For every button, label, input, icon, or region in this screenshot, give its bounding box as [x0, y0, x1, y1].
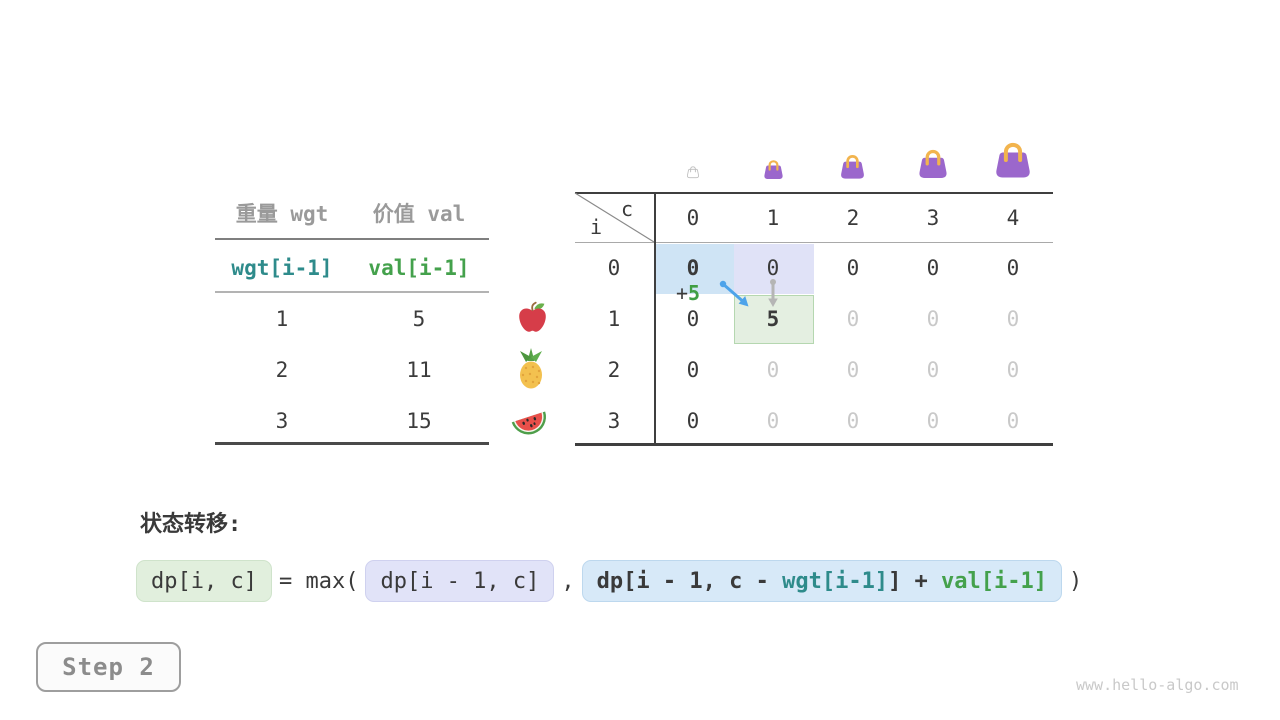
- handbag-icon: [996, 142, 1030, 178]
- items-col-value-header: 价值 val: [372, 202, 466, 226]
- dp-table-top-rule: [575, 192, 1053, 194]
- dp-col-header-2: 2: [846, 206, 860, 230]
- dp-col-header-1: 1: [766, 206, 780, 230]
- formula-option2-mid: ] +: [888, 568, 942, 594]
- dp-row-header-0: 0: [607, 256, 621, 280]
- add-value-annotation: +5: [676, 281, 700, 305]
- item-3-value: 15: [406, 409, 432, 433]
- items-table-header-rule: [215, 238, 489, 240]
- dp-col-header-3: 3: [926, 206, 940, 230]
- apple-icon: [519, 301, 546, 332]
- dp-cell-r3-c1: 0: [766, 409, 780, 433]
- formula-operator: = max(: [278, 568, 359, 594]
- dp-corner-col-label: c: [620, 197, 634, 221]
- plus-sign: +: [676, 281, 689, 305]
- state-transition-label: 状态转移:: [140, 512, 242, 537]
- item-2-weight: 2: [275, 358, 289, 382]
- formula-separator: ,: [561, 568, 575, 594]
- formula-option2-value: val[i-1]: [941, 568, 1048, 594]
- take-arrow-icon: [719, 280, 749, 307]
- dp-cell-r0-c0: 0: [686, 256, 700, 280]
- dp-table-header-rule: [575, 242, 1053, 243]
- formula-option1-box: dp[i - 1, c]: [365, 560, 555, 602]
- item-3-weight: 3: [275, 409, 289, 433]
- dp-cell-r3-c4: 0: [1006, 409, 1020, 433]
- dp-cell-r2-c2: 0: [846, 358, 860, 382]
- dp-row-header-3: 3: [607, 409, 621, 433]
- dp-cell-r2-c1: 0: [766, 358, 780, 382]
- transition-arrows: [719, 279, 778, 307]
- dp-cell-r2-c3: 0: [926, 358, 940, 382]
- dp-col-header-0: 0: [686, 206, 700, 230]
- formula-option2-box: dp[i - 1, c - wgt[i-1]] + val[i-1]: [581, 560, 1063, 602]
- dp-cell-r0-c1: 0: [766, 256, 780, 280]
- dp-cell-r3-c3: 0: [926, 409, 940, 433]
- dp-cell-r3-c2: 0: [846, 409, 860, 433]
- dp-row-header-1: 1: [607, 307, 621, 331]
- dp-row-header-2: 2: [607, 358, 621, 382]
- formula-close-paren: ): [1069, 568, 1083, 594]
- items-col-weight-header: 重量 wgt: [235, 202, 329, 226]
- handbag-icon: [841, 155, 864, 179]
- dp-cell-r1-c1: 5: [766, 307, 780, 331]
- formula-option2-prefix: dp[i - 1, c -: [596, 568, 783, 594]
- dp-cell-r1-c2: 0: [846, 307, 860, 331]
- dp-cell-r1-c3: 0: [926, 307, 940, 331]
- item-2-value: 11: [406, 358, 432, 382]
- items-table-bottom-rule: [215, 442, 489, 445]
- dp-cell-r2-c0: 0: [686, 358, 700, 382]
- dp-cell-r3-c0: 0: [686, 409, 700, 433]
- items-index-value: val[i-1]: [368, 256, 470, 280]
- dp-corner-row-label: i: [589, 215, 603, 239]
- skip-arrow-icon: [768, 279, 778, 307]
- handbag-icon: [919, 149, 947, 178]
- dp-table-bottom-rule: [575, 443, 1053, 446]
- dp-cell-r2-c4: 0: [1006, 358, 1020, 382]
- empty-bag-icon: [686, 166, 700, 179]
- state-transition-formula: dp[i, c] = max( dp[i - 1, c] , dp[i - 1,…: [136, 559, 1089, 603]
- item-1-weight: 1: [275, 307, 289, 331]
- added-value: 5: [688, 281, 701, 305]
- dp-cell-r0-c3: 0: [926, 256, 940, 280]
- formula-option2-weight: wgt[i-1]: [782, 568, 889, 594]
- dp-cell-r0-c4: 0: [1006, 256, 1020, 280]
- items-table-mid-rule: [215, 291, 489, 293]
- watermark: www.hello-algo.com: [1076, 676, 1239, 694]
- dp-col-header-4: 4: [1006, 206, 1020, 230]
- dp-cell-r0-c2: 0: [846, 256, 860, 280]
- handbag-icon: [764, 160, 783, 180]
- dp-cell-r1-c0: 0: [686, 307, 700, 331]
- pineapple-icon: [520, 348, 542, 389]
- watermelon-icon: [511, 411, 546, 435]
- step-button[interactable]: Step 2: [36, 642, 181, 692]
- items-index-weight: wgt[i-1]: [231, 256, 333, 280]
- dp-corner-diagonal: [574, 192, 655, 243]
- dp-cell-r1-c4: 0: [1006, 307, 1020, 331]
- dp-table-vertical-rule: [654, 192, 656, 446]
- item-1-value: 5: [412, 307, 426, 331]
- formula-result-box: dp[i, c]: [136, 560, 272, 602]
